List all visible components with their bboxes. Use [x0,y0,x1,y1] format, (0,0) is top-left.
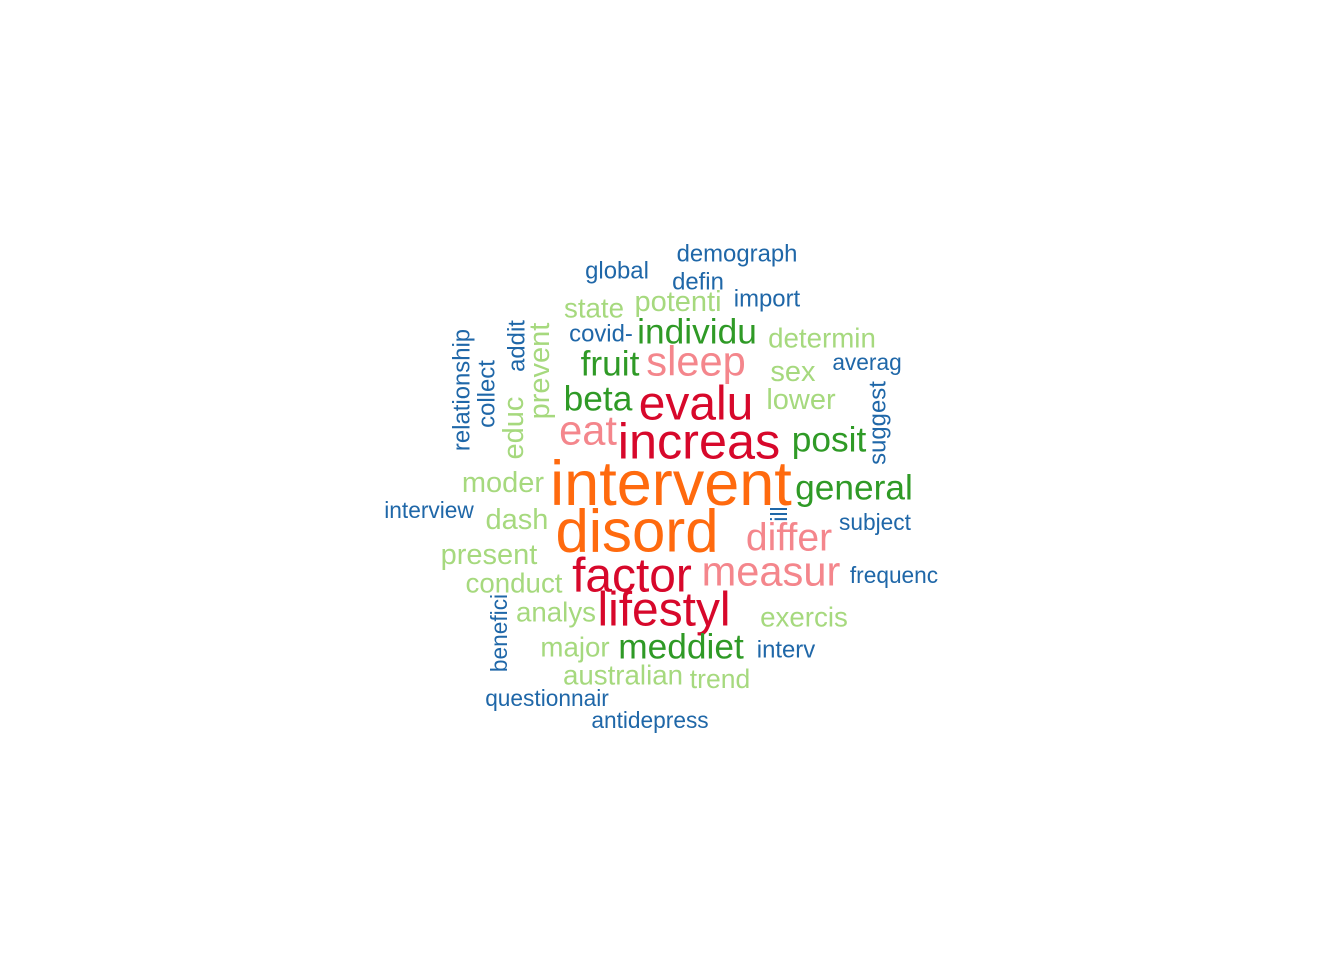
word-educ: educ [498,397,530,460]
word-present: present [441,539,538,571]
word-benefici: benefici [486,594,512,672]
word-fruit: fruit [581,345,640,384]
word-defin: defin [672,269,724,296]
word-posit: posit [792,421,867,460]
word-differ: differ [746,517,832,560]
word-averag: averag [832,349,901,375]
word-global: global [585,258,649,285]
word-demograph: demograph [677,241,798,268]
word-subject: subject [839,509,912,535]
word-general: general [795,469,913,508]
word-determin: determin [768,323,876,354]
word-meddiet: meddiet [618,628,744,667]
word-covid: covid- [569,321,633,348]
word-frequenc: frequenc [850,562,938,588]
word-individu: individu [637,313,757,352]
word-eat: eat [559,407,617,454]
word-collect: collect [474,360,501,428]
word-major: major [540,632,609,663]
word-lower: lower [766,384,836,416]
word-analys: analys [516,597,596,628]
word-interview: interview [384,497,474,523]
word-conduct: conduct [466,568,563,599]
word-addit: addit [504,320,531,372]
word-import: import [734,286,801,313]
word-relationship: relationship [449,329,476,451]
word-questionnair: questionnair [485,685,609,711]
word-factor: factor [572,550,692,603]
word-state: state [564,293,624,324]
word-suggest: suggest [865,381,892,465]
word-sex: sex [770,356,816,388]
word-dash: dash [486,504,549,536]
word-beta: beta [564,380,633,419]
word-intervent: intervent [550,449,792,519]
word-antidepress: antidepress [591,707,708,733]
word-interv: interv [757,637,815,664]
word-moder: moder [462,467,545,499]
word-lifestyl: lifestyl [597,584,730,637]
word-prevent: prevent [524,323,556,420]
word-measur: measur [702,548,841,595]
word-ill: ill [766,506,792,521]
word-sleep: sleep [646,338,745,385]
word-increas: increas [618,413,780,470]
word-exercis: exercis [760,602,848,633]
word-trend: trend [690,664,750,694]
word-australian: australian [563,660,683,691]
word-evalu: evalu [639,378,754,431]
word-disord: disord [555,498,718,565]
word-potenti: potenti [634,286,721,318]
